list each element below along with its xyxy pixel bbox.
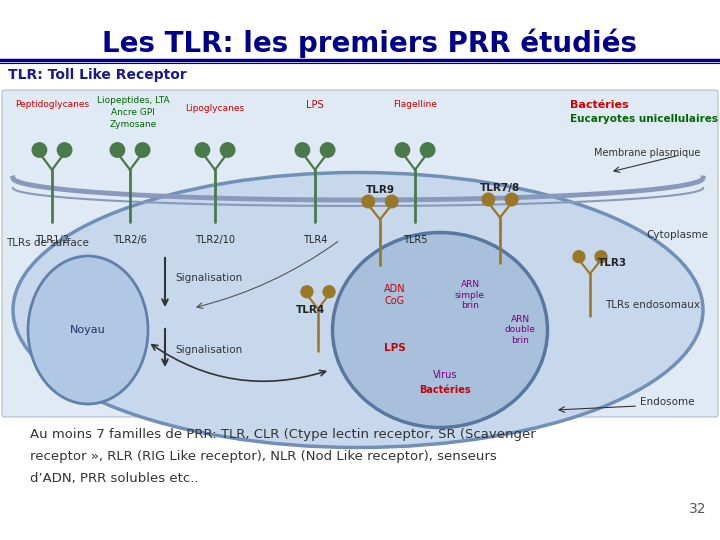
Text: TLR9: TLR9 [366, 185, 395, 195]
Circle shape [220, 143, 235, 157]
Circle shape [385, 195, 398, 208]
Circle shape [482, 193, 495, 206]
Text: Bactéries: Bactéries [570, 100, 629, 110]
Text: ARN
double
brin: ARN double brin [505, 315, 536, 345]
Circle shape [110, 143, 125, 157]
Ellipse shape [28, 256, 148, 404]
Circle shape [58, 143, 72, 157]
Circle shape [295, 143, 310, 157]
Ellipse shape [333, 233, 547, 428]
Text: TLR2/10: TLR2/10 [195, 235, 235, 245]
Text: d’ADN, PRR solubles etc..: d’ADN, PRR solubles etc.. [30, 472, 199, 485]
Text: 32: 32 [688, 502, 706, 516]
Text: TLR7/8: TLR7/8 [480, 183, 520, 193]
Text: TLR5: TLR5 [402, 235, 427, 245]
Text: ARN
simple
brin: ARN simple brin [455, 280, 485, 310]
Text: Flagelline: Flagelline [393, 100, 437, 109]
Text: Au moins 7 familles de PRR: TLR, CLR (Ctype lectin receptor, SR (Scavenger: Au moins 7 familles de PRR: TLR, CLR (Ct… [30, 428, 536, 441]
Text: Membrane plasmique: Membrane plasmique [593, 148, 700, 158]
Text: Liopeptides, LTA: Liopeptides, LTA [96, 96, 169, 105]
Text: TLR2/6: TLR2/6 [113, 235, 147, 245]
Ellipse shape [13, 172, 703, 448]
Circle shape [573, 251, 585, 262]
Circle shape [420, 143, 435, 157]
Circle shape [195, 143, 210, 157]
Circle shape [362, 195, 374, 208]
Circle shape [395, 143, 410, 157]
Text: Signalisation: Signalisation [175, 345, 242, 355]
Circle shape [135, 143, 150, 157]
Text: Cytoplasme: Cytoplasme [646, 230, 708, 240]
Text: Lipoglycanes: Lipoglycanes [186, 104, 245, 113]
Text: TLR1/2: TLR1/2 [35, 235, 69, 245]
Text: TLRs endosomaux: TLRs endosomaux [605, 300, 700, 310]
Circle shape [32, 143, 47, 157]
Text: ADN
CoG: ADN CoG [384, 284, 406, 306]
Text: Virus: Virus [433, 370, 457, 380]
Text: LPS: LPS [384, 343, 406, 353]
Circle shape [505, 193, 518, 206]
Text: TLR4: TLR4 [303, 235, 327, 245]
Text: Noyau: Noyau [70, 325, 106, 335]
Circle shape [323, 286, 335, 298]
Text: TLR3: TLR3 [598, 258, 627, 268]
Text: Signalisation: Signalisation [175, 273, 242, 283]
Text: Eucaryotes unicellulaires: Eucaryotes unicellulaires [570, 114, 718, 124]
Text: TLR4: TLR4 [296, 305, 325, 315]
Text: Bactéries: Bactéries [419, 385, 471, 395]
Text: LPS: LPS [306, 100, 324, 110]
Text: TLR: Toll Like Receptor: TLR: Toll Like Receptor [8, 68, 186, 82]
Text: TLRs de surface: TLRs de surface [6, 238, 89, 248]
Text: receptor », RLR (RIG Like receptor), NLR (Nod Like receptor), senseurs: receptor », RLR (RIG Like receptor), NLR… [30, 450, 497, 463]
Circle shape [301, 286, 313, 298]
Text: Les TLR: les premiers PRR étudiés: Les TLR: les premiers PRR étudiés [102, 28, 637, 57]
Text: Peptidoglycanes: Peptidoglycanes [15, 100, 89, 109]
Circle shape [320, 143, 335, 157]
Text: Zymosane: Zymosane [109, 120, 157, 129]
Text: Endosome: Endosome [640, 397, 695, 407]
FancyBboxPatch shape [2, 90, 718, 417]
Circle shape [595, 251, 607, 262]
Text: Ancre GPI: Ancre GPI [111, 108, 155, 117]
